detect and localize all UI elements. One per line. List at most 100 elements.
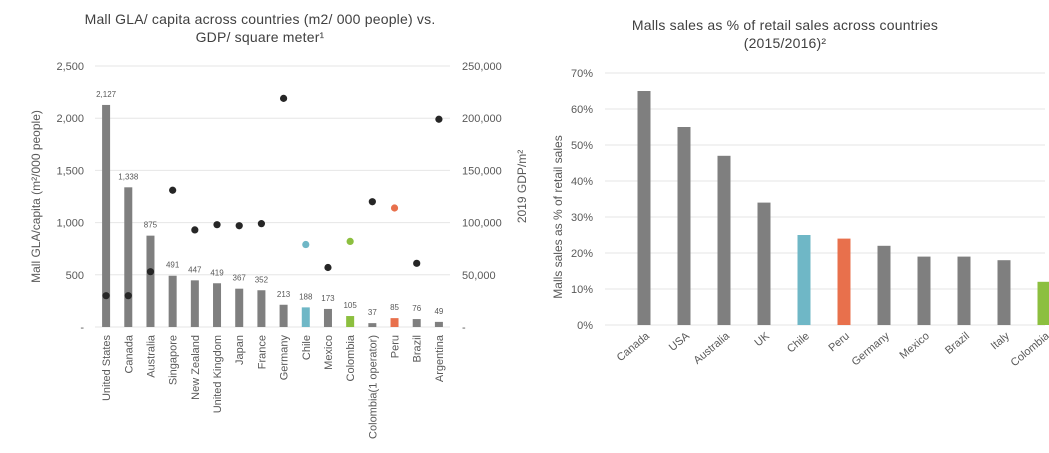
left-category-label: Colombia	[345, 334, 357, 381]
right-category-label: Peru	[826, 330, 852, 354]
left-category-label: United Kingdom	[212, 335, 224, 413]
left-bar-value-label: 447	[188, 265, 202, 274]
right-bar	[637, 91, 651, 325]
left-category-label: New Zealand	[190, 335, 202, 400]
right-ytick-label: 20%	[571, 248, 593, 260]
left-bar-value-label: 419	[210, 268, 224, 277]
left-bar	[102, 104, 111, 328]
left-y2axis-label: 2019 GDP/m²	[515, 150, 529, 223]
left-gdp-point	[324, 263, 332, 272]
left-category-label: Germany	[279, 335, 291, 381]
left-y2tick-label: -	[462, 322, 466, 334]
right-ytick-label: 70%	[571, 68, 593, 80]
left-bar	[257, 290, 266, 327]
right-chart-panel: Malls sales as % of retail sales across …	[525, 0, 1049, 453]
right-bar	[797, 235, 811, 325]
left-bar-value-label: 367	[233, 274, 247, 283]
right-chart-title-line2: (2015/2016)²	[743, 35, 827, 51]
left-bar-value-label: 85	[390, 303, 399, 312]
left-category-label: France	[256, 335, 268, 369]
left-category-label: United States	[101, 335, 113, 402]
left-bar	[368, 323, 377, 327]
left-category-label: Singapore	[168, 335, 180, 385]
left-bar-value-label: 105	[343, 301, 357, 310]
right-category-label: Mexico	[898, 330, 932, 362]
left-category-label: Mexico	[323, 335, 335, 370]
left-category-label: Colombia(1 operator)	[367, 335, 379, 439]
right-bar	[877, 245, 891, 325]
right-ytick-label: 30%	[571, 212, 593, 224]
left-bar	[146, 235, 155, 327]
left-ytick-label: 2,000	[56, 113, 84, 125]
left-bar-value-label: 37	[368, 308, 377, 317]
left-bar-value-label: 76	[412, 304, 421, 313]
right-chart-title: Malls sales as % of retail sales across …	[585, 16, 985, 52]
right-category-label: Italy	[989, 330, 1013, 352]
right-chart-title-line1: Malls sales as % of retail sales across …	[631, 17, 939, 33]
left-chart-panel: Mall GLA/ capita across countries (m2/ 0…	[29, 10, 529, 439]
left-bar-value-label: 352	[255, 275, 269, 284]
right-category-label: Chile	[785, 330, 812, 355]
left-gdp-point	[146, 268, 155, 276]
left-bar-value-label: 1,338	[118, 172, 139, 181]
left-bar	[213, 283, 222, 327]
left-bar	[124, 187, 133, 327]
left-bar	[279, 304, 288, 327]
left-bar	[235, 288, 244, 327]
right-yaxis-label: Malls sales as % of retail sales	[551, 135, 565, 298]
left-category-label: Chile	[301, 335, 313, 360]
right-category-label: Brazil	[943, 330, 972, 357]
left-chart-title: Mall GLA/ capita across countries (m2/ 0…	[60, 10, 460, 46]
left-bar	[190, 280, 199, 327]
right-category-label: UK	[753, 330, 773, 349]
right-ytick-label: 10%	[571, 284, 593, 296]
left-bar-value-label: 875	[144, 221, 158, 230]
left-gdp-point	[279, 94, 288, 102]
left-ytick-label: 1,000	[56, 218, 84, 230]
left-bar-value-label: 49	[434, 307, 443, 316]
right-ytick-label: 60%	[571, 104, 593, 116]
left-ytick-label: 2,500	[56, 61, 84, 73]
left-bar-value-label: 2,127	[96, 90, 117, 99]
left-gdp-point	[413, 259, 421, 267]
left-bar	[346, 316, 355, 327]
left-gdp-point	[435, 115, 443, 123]
left-bar	[323, 308, 332, 327]
left-gdp-point	[346, 237, 354, 245]
left-gdp-point	[368, 198, 376, 206]
right-bar	[677, 127, 691, 325]
left-ytick-label: 1,500	[56, 165, 84, 177]
left-chart-title-line2: GDP/ square meter¹	[195, 29, 325, 45]
right-bar	[957, 256, 971, 325]
left-gdp-point	[124, 292, 132, 300]
left-yaxis-label: Mall GLA/capita (m²/000 people)	[29, 110, 43, 283]
left-category-label: Australia	[145, 334, 157, 378]
left-gdp-point	[191, 226, 199, 234]
left-y2tick-label: 50,000	[462, 270, 496, 282]
left-gdp-point	[302, 240, 310, 249]
left-y2tick-label: 100,000	[462, 218, 502, 230]
right-ytick-label: 40%	[571, 176, 593, 188]
right-category-label: Canada	[615, 330, 653, 365]
right-ytick-label: 0%	[577, 320, 593, 332]
left-bar-value-label: 491	[166, 261, 180, 270]
left-gdp-point	[257, 220, 266, 228]
left-chart-svg: - 500 1,000 1,500 2,000 2,500 - 50,000 100,000 15…	[29, 61, 529, 439]
right-chart-svg: 0% 10% 20% 30% 40% 50% 60% 70% Malls sales as % …	[551, 68, 1049, 370]
left-bar	[412, 319, 421, 327]
left-y2tick-label: 250,000	[462, 61, 502, 73]
left-chart-title-line1: Mall GLA/ capita across countries (m2/ 0…	[84, 11, 436, 27]
left-bar-value-label: 188	[299, 292, 313, 301]
left-y2tick-label: 150,000	[462, 165, 502, 177]
left-category-label: Brazil	[412, 335, 424, 363]
right-bar	[1037, 281, 1049, 325]
left-category-label: Argentina	[434, 334, 446, 382]
left-bar-value-label: 213	[277, 290, 291, 299]
right-bar	[757, 202, 771, 325]
left-y2tick-label: 200,000	[462, 113, 502, 125]
left-ytick-label: 500	[66, 270, 84, 282]
right-bar	[917, 256, 931, 325]
left-bar	[168, 275, 177, 327]
left-gdp-point	[390, 204, 399, 212]
right-category-label: Colombia	[1009, 330, 1049, 370]
